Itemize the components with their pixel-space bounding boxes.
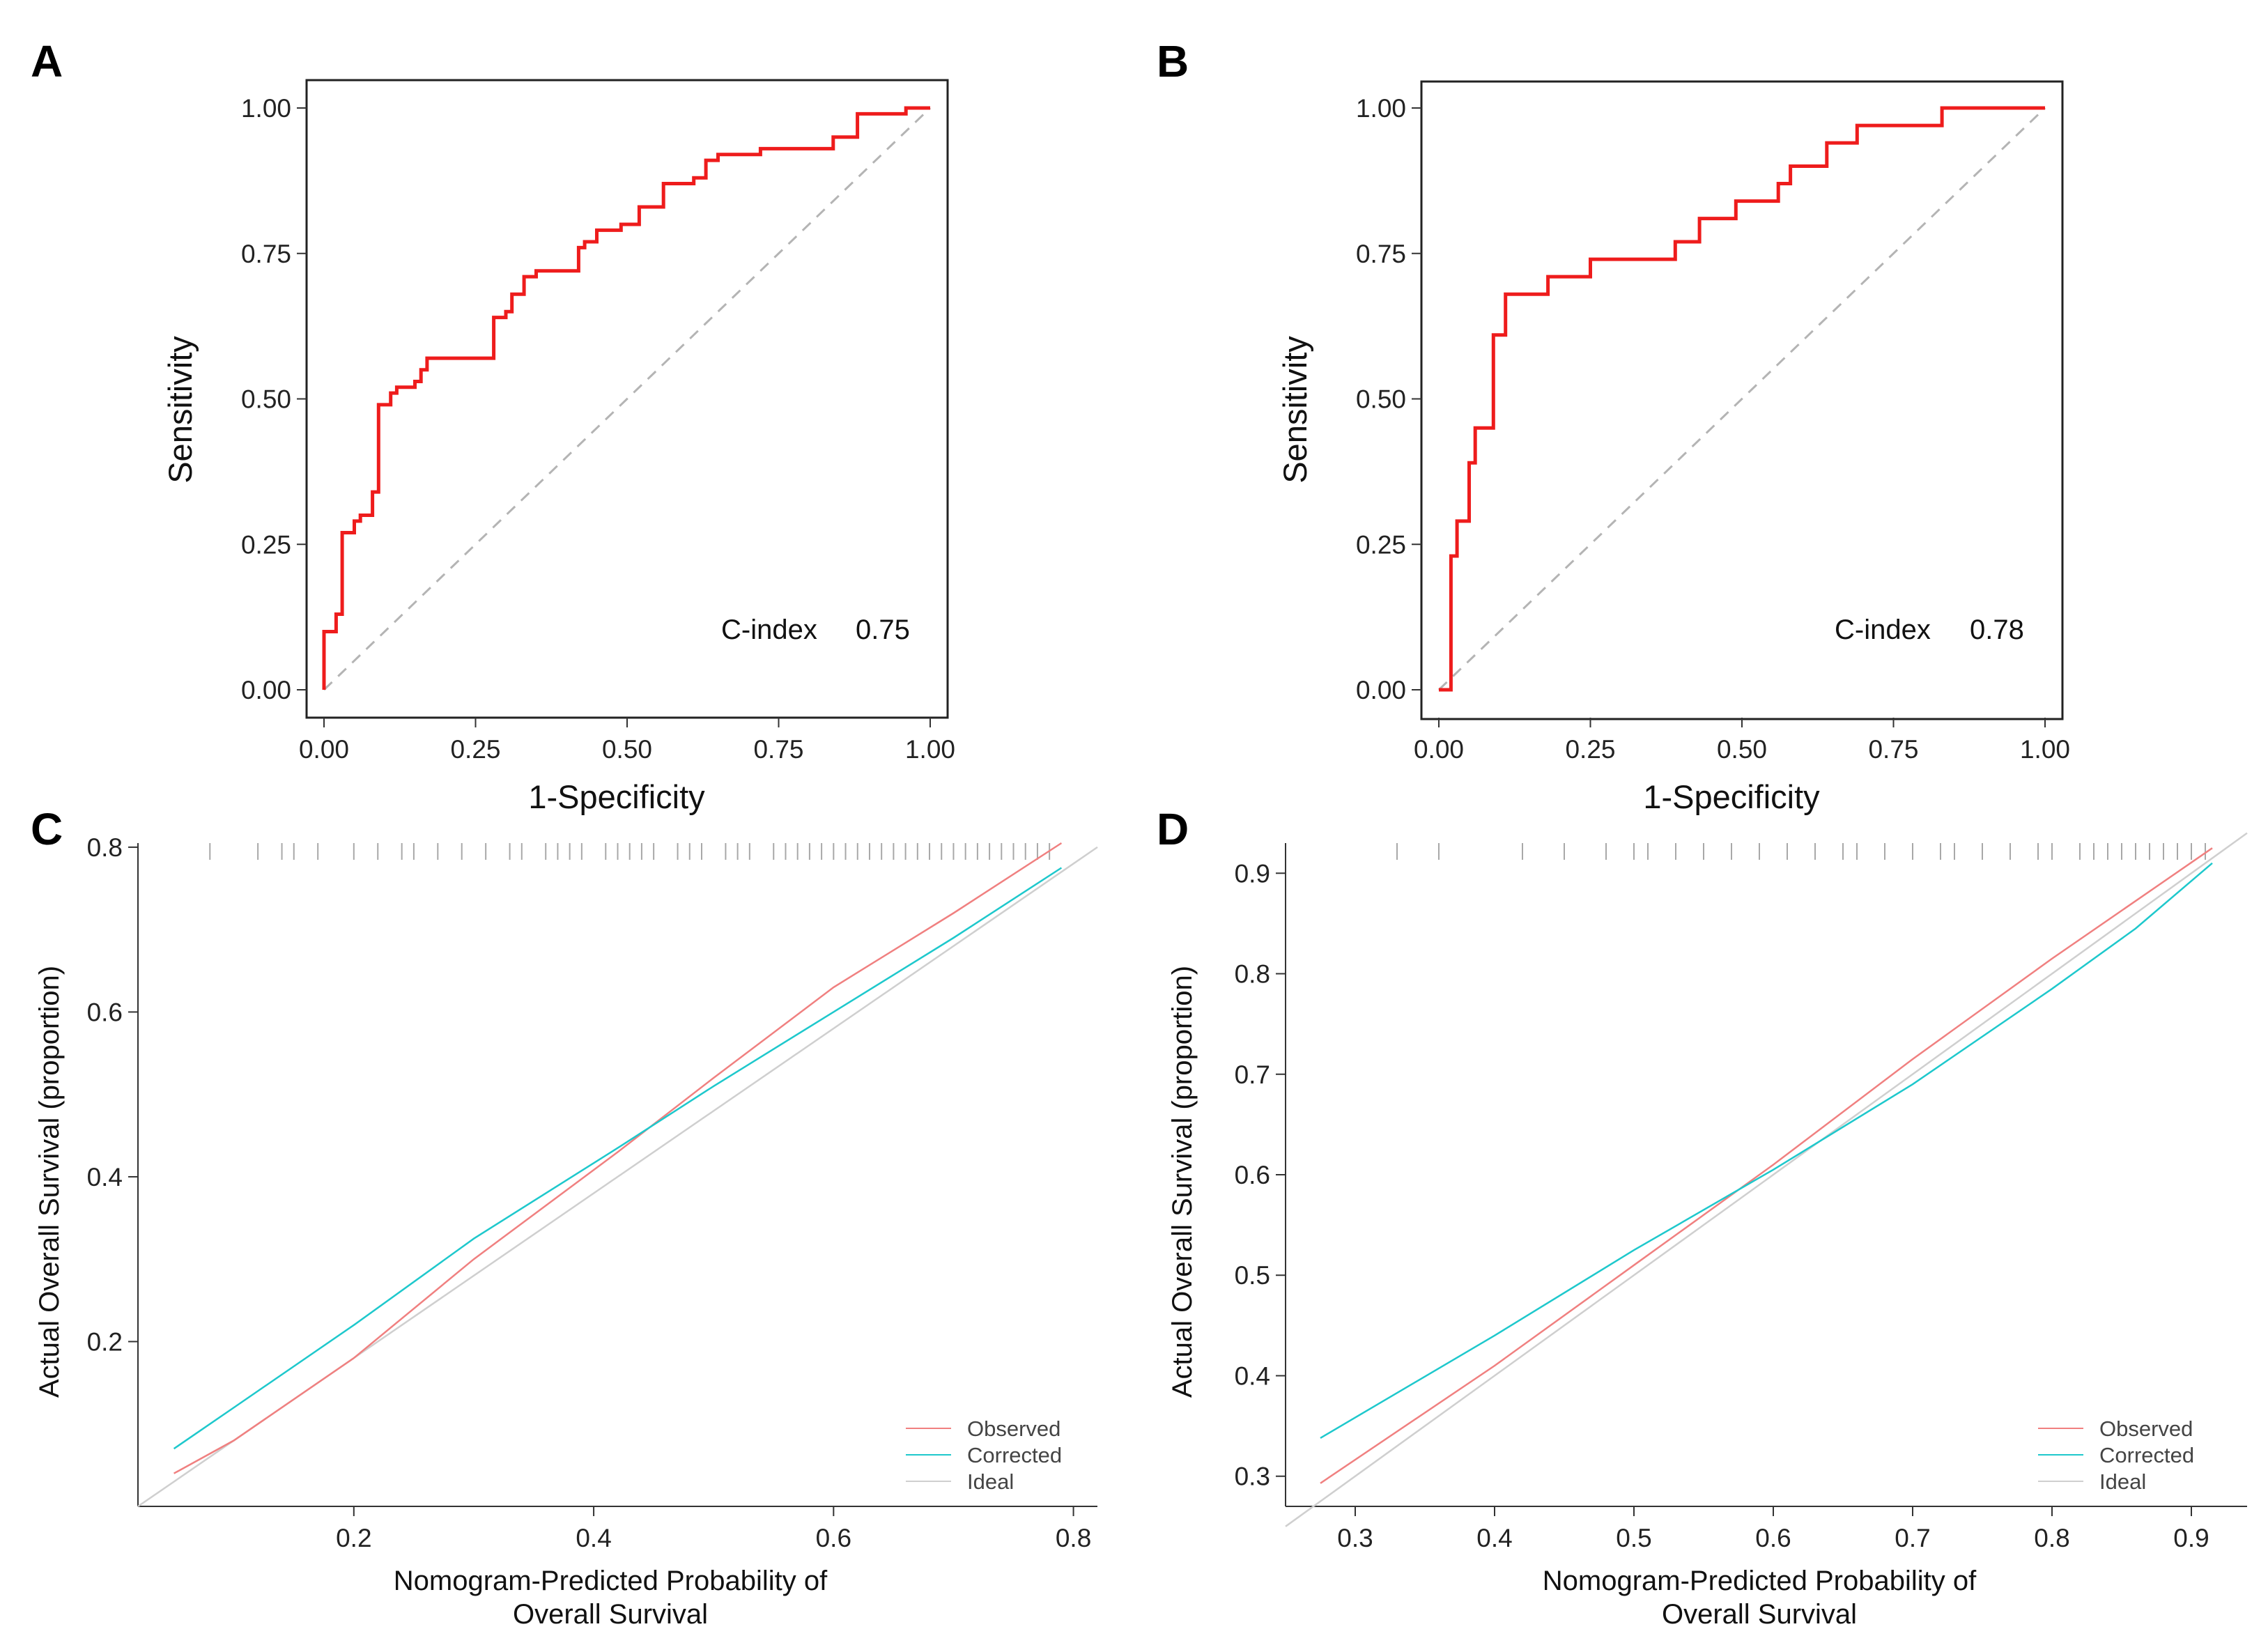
roc-chart-a: 0.00 0.25 0.50 0.75 1.00 0.00 0.25 0.50 0.75 1.0…: [162, 79, 955, 815]
legend-label-observed: Observed: [967, 1416, 1060, 1441]
y-ticks: 0.00 0.25 0.50 0.75 1.00: [1356, 94, 1421, 704]
y-axis-label: Sensitivity: [162, 336, 199, 484]
legend-label-corrected: Corrected: [2099, 1443, 2194, 1467]
series-line-roc: [322, 106, 930, 690]
c-index-value: 0.75: [856, 615, 910, 645]
roc-chart-b: 0.00 0.25 0.50 0.75 1.00 0.00 0.25 0.50 0.75 1.0…: [1276, 80, 2070, 815]
y-tick-label: 0.25: [241, 530, 291, 559]
x-tick-label: 0.00: [299, 735, 349, 764]
series-line-roc: [1439, 106, 2045, 692]
x-tick-label: 0.2: [336, 1524, 371, 1552]
x-tick-label: 0.6: [1755, 1524, 1791, 1552]
c-index-label: C-index: [1835, 615, 1931, 645]
calibration-chart-c: 0.2 0.4 0.6 0.8 0.2 0.4 0.6 0.8 Observed Corre…: [34, 833, 1098, 1630]
series-group: [322, 106, 932, 691]
x-tick-label: 0.00: [1414, 735, 1464, 764]
legend-box: [2017, 1400, 2226, 1505]
x-tick-label: 0.75: [753, 735, 803, 764]
y-tick-label: 0.4: [1235, 1361, 1270, 1390]
y-tick-label: 0.4: [87, 1163, 123, 1191]
legend-label-corrected: Corrected: [967, 1443, 1062, 1467]
rug-group: [1396, 843, 2206, 860]
x-ticks: 0.00 0.25 0.50 0.75 1.00: [1414, 718, 2070, 764]
x-tick-label: 0.7: [1895, 1524, 1930, 1552]
series-group: [1285, 832, 2248, 1527]
x-tick-label: 0.5: [1616, 1524, 1651, 1552]
series-line-observed: [1320, 847, 2213, 1484]
y-tick-label: 1.00: [241, 94, 291, 123]
x-tick-label: 0.25: [450, 735, 500, 764]
x-axis-label-line-2: Overall Survival: [1662, 1599, 1857, 1630]
c-index-label: C-index: [721, 615, 817, 645]
y-tick-label: 0.5: [1235, 1261, 1270, 1290]
y-tick-label: 0.75: [1356, 240, 1406, 268]
legend: Observed Corrected Ideal: [885, 1400, 1097, 1505]
series-line-corrected: [1320, 862, 2213, 1439]
y-ticks: 0.2 0.4 0.6 0.8: [87, 833, 138, 1356]
x-tick-label: 0.8: [2034, 1524, 2069, 1552]
y-tick-label: 0.8: [87, 833, 123, 862]
x-ticks: 0.00 0.25 0.50 0.75 1.00: [299, 718, 955, 764]
legend-label-observed: Observed: [2099, 1416, 2193, 1441]
panel-letter-a: A: [31, 36, 63, 86]
c-index-value: 0.78: [1970, 615, 2024, 645]
x-axis-label-line-2: Overall Survival: [513, 1599, 708, 1630]
x-tick-label: 0.4: [576, 1524, 611, 1552]
y-tick-label: 0.50: [1356, 385, 1406, 414]
y-tick-label: 0.8: [1235, 960, 1270, 989]
series-line-corrected: [173, 867, 1063, 1450]
series-line-observed: [173, 842, 1063, 1474]
x-tick-label: 0.8: [1056, 1524, 1091, 1552]
y-tick-label: 0.7: [1235, 1060, 1270, 1089]
x-tick-label: 0.3: [1337, 1524, 1373, 1552]
y-tick-label: 1.00: [1356, 94, 1406, 123]
series-group: [1437, 106, 2046, 692]
x-tick-label: 1.00: [905, 735, 955, 764]
panel-letter-d: D: [1157, 804, 1189, 854]
legend-label-ideal: Ideal: [2099, 1469, 2146, 1494]
legend: Observed Corrected Ideal: [2017, 1400, 2226, 1505]
x-tick-label: 0.9: [2173, 1524, 2209, 1552]
x-tick-label: 0.75: [1868, 735, 1918, 764]
calibration-chart-d: 0.3 0.4 0.5 0.6 0.7 0.8 0.9 0.3 0.4 0.5 0.6 0.7 0.8…: [1167, 832, 2248, 1630]
panel-letter-c: C: [31, 804, 63, 854]
x-tick-label: 0.25: [1565, 735, 1615, 764]
rug-group: [209, 843, 1051, 860]
y-tick-label: 0.3: [1235, 1462, 1270, 1491]
x-axis-label: 1-Specificity: [528, 778, 705, 815]
x-axis-label-line-1: Nomogram-Predicted Probability of: [1543, 1566, 1977, 1596]
series-line-reference: [1437, 107, 2046, 691]
y-axis-label: Actual Overall Survival (proportion): [1167, 966, 1198, 1398]
legend-box: [885, 1400, 1097, 1505]
y-axis-label: Sensitivity: [1276, 336, 1313, 484]
x-tick-label: 0.50: [1717, 735, 1767, 764]
y-tick-label: 0.25: [1356, 530, 1406, 559]
y-axis-label: Actual Overall Survival (proportion): [34, 966, 65, 1398]
x-ticks: 0.3 0.4 0.5 0.6 0.7 0.8 0.9: [1337, 1506, 2209, 1552]
series-group: [137, 842, 1098, 1508]
x-tick-label: 0.4: [1476, 1524, 1512, 1552]
y-tick-label: 0.6: [1235, 1161, 1270, 1189]
y-tick-label: 0.00: [241, 676, 291, 704]
y-ticks: 0.3 0.4 0.5 0.6 0.7 0.8 0.9: [1235, 859, 1286, 1491]
legend-label-ideal: Ideal: [967, 1469, 1014, 1494]
y-tick-label: 0.50: [241, 385, 291, 414]
series-line-reference: [323, 107, 932, 691]
y-tick-label: 0.9: [1235, 859, 1270, 888]
y-tick-label: 0.2: [87, 1327, 123, 1356]
series-line-ideal: [1285, 832, 2248, 1527]
panel-letter-b: B: [1157, 36, 1189, 86]
x-tick-label: 0.6: [816, 1524, 851, 1552]
y-tick-label: 0.6: [87, 998, 123, 1026]
x-axis-label: 1-Specificity: [1643, 778, 1820, 815]
y-tick-label: 0.00: [1356, 676, 1406, 704]
x-tick-label: 1.00: [2020, 735, 2070, 764]
x-tick-label: 0.50: [602, 735, 652, 764]
y-tick-label: 0.75: [241, 240, 291, 268]
x-axis-label-line-1: Nomogram-Predicted Probability of: [394, 1566, 828, 1596]
y-ticks: 0.00 0.25 0.50 0.75 1.00: [241, 94, 307, 704]
x-ticks: 0.2 0.4 0.6 0.8: [336, 1506, 1091, 1552]
